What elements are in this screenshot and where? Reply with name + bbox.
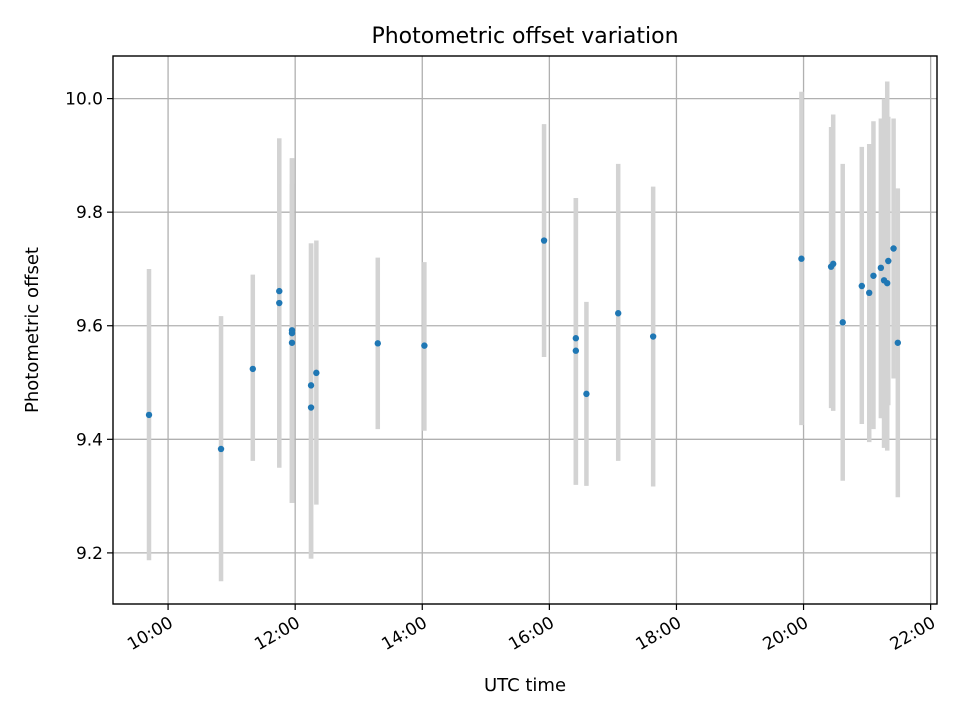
plot-frame [112,55,938,605]
data-point [583,390,590,398]
y-tick-label: 10.0 [65,90,103,110]
data-point [890,245,897,252]
data-point [649,333,657,340]
chart-title: Photometric offset variation [371,24,678,49]
y-axis-label: Photometric offset [22,247,43,413]
data-point [249,365,257,373]
data-point [145,411,153,419]
data-point [877,264,885,272]
data-point [798,255,805,262]
data-point [307,404,315,411]
data-point [830,260,837,268]
data-point [217,445,225,453]
y-tick-label: 9.4 [76,430,103,450]
data-point [540,237,548,244]
data-point [307,382,315,389]
data-point [866,289,873,297]
y-tick-label: 9.6 [76,317,103,337]
data-point [374,340,381,347]
data-point [870,272,877,279]
data-point [288,329,296,337]
y-tick-label: 9.2 [76,544,103,564]
data-point [276,299,283,307]
data-points [145,237,902,453]
data-point [858,282,866,290]
data-point [572,335,580,342]
data-point [894,339,902,346]
x-axis-label: UTC time [484,675,566,696]
data-point [884,279,891,287]
data-point [288,339,296,346]
data-point [421,342,428,349]
data-point [615,310,622,317]
data-point [276,287,283,295]
data-point [885,257,892,265]
data-point [572,347,580,354]
y-tick-label: 9.8 [76,203,103,223]
data-point [839,319,846,326]
data-point [313,369,320,377]
